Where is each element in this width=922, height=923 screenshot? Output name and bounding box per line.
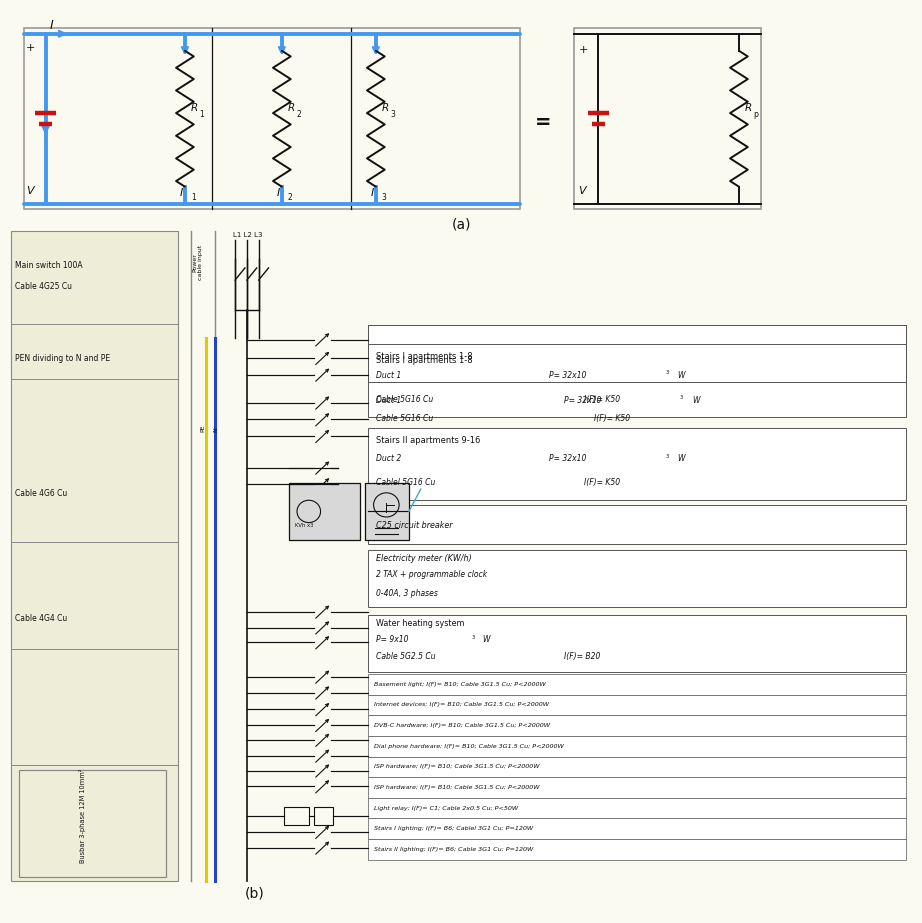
Text: KVh x3: KVh x3 xyxy=(295,523,313,528)
Text: P= 32x10: P= 32x10 xyxy=(550,371,586,379)
Text: Internet devices; I(F)= B10; Cable 3G1.5 Cu; P<2000W: Internet devices; I(F)= B10; Cable 3G1.5… xyxy=(373,702,549,707)
Text: N: N xyxy=(214,426,219,432)
Bar xyxy=(368,797,906,819)
Bar xyxy=(24,28,520,210)
Text: Duct 1: Duct 1 xyxy=(375,371,401,379)
Text: 2: 2 xyxy=(297,110,301,119)
Text: 2: 2 xyxy=(288,193,292,202)
Text: Cable 5G16 Cu: Cable 5G16 Cu xyxy=(375,414,432,424)
Text: I: I xyxy=(277,188,280,198)
Text: W: W xyxy=(677,454,684,463)
Text: 3: 3 xyxy=(666,370,668,375)
Text: DVB-C hardware; I(F)= B10; Cable 3G1.5 Cu; P<2000W: DVB-C hardware; I(F)= B10; Cable 3G1.5 C… xyxy=(373,723,550,728)
Text: 3: 3 xyxy=(391,110,396,119)
Text: Cable 4G25 Cu: Cable 4G25 Cu xyxy=(15,282,72,292)
Text: Main switch 100A: Main switch 100A xyxy=(15,261,83,270)
Text: +: + xyxy=(579,44,588,54)
Text: I: I xyxy=(371,188,374,198)
Text: Cable 5G16 Cu: Cable 5G16 Cu xyxy=(375,395,432,403)
Bar xyxy=(573,28,761,210)
Text: W: W xyxy=(692,396,699,404)
Text: Basement light; I(F)= B10; Cable 3G1.5 Cu; P<2000W: Basement light; I(F)= B10; Cable 3G1.5 C… xyxy=(373,682,545,687)
Bar xyxy=(368,777,906,797)
Text: =: = xyxy=(535,114,551,132)
Text: Cable 4G4 Cu: Cable 4G4 Cu xyxy=(15,614,67,623)
Text: PEN dividing to N and PE: PEN dividing to N and PE xyxy=(15,354,111,363)
Bar xyxy=(368,344,906,416)
Text: Stairs I apartments 1-8: Stairs I apartments 1-8 xyxy=(375,355,472,365)
Bar xyxy=(368,427,906,500)
Text: (b): (b) xyxy=(245,886,265,900)
Text: PE: PE xyxy=(201,424,206,432)
Text: +: + xyxy=(26,42,35,53)
Bar xyxy=(365,483,409,540)
Text: R: R xyxy=(288,103,295,114)
Bar xyxy=(11,231,178,881)
Text: W: W xyxy=(482,635,491,644)
Text: Dial phone hardware; I(F)= B10; Cable 3G1.5 Cu; P<2000W: Dial phone hardware; I(F)= B10; Cable 3G… xyxy=(373,744,563,749)
Bar xyxy=(368,615,906,672)
Text: Stairs I apartments 1-8: Stairs I apartments 1-8 xyxy=(375,352,472,361)
Bar xyxy=(368,839,906,859)
Text: Busbar 3-phase 12M 10mm²: Busbar 3-phase 12M 10mm² xyxy=(79,769,87,863)
Bar xyxy=(368,819,906,839)
Text: 1: 1 xyxy=(200,110,205,119)
Text: 1: 1 xyxy=(191,193,195,202)
Text: 3: 3 xyxy=(472,635,475,640)
Text: R: R xyxy=(191,103,198,114)
Bar xyxy=(368,715,906,736)
Text: Cable 4G6 Cu: Cable 4G6 Cu xyxy=(15,488,67,497)
Text: I(F)= K50: I(F)= K50 xyxy=(584,478,620,487)
Text: P= 32x10: P= 32x10 xyxy=(564,396,601,404)
Bar xyxy=(284,807,309,825)
Text: Light relay; I(F)= C1; Cable 2x0.5 Cu; P<50W: Light relay; I(F)= C1; Cable 2x0.5 Cu; P… xyxy=(373,806,518,810)
Text: Duct 2: Duct 2 xyxy=(375,454,401,463)
Bar xyxy=(368,757,906,777)
Text: I: I xyxy=(180,188,183,198)
Text: Stairs II lighting; I(F)= B6; Cable 3G1 Cu; P=120W: Stairs II lighting; I(F)= B6; Cable 3G1 … xyxy=(373,847,533,852)
Text: Electricity meter (KW/h): Electricity meter (KW/h) xyxy=(375,554,471,563)
Text: Cable 5G2.5 Cu: Cable 5G2.5 Cu xyxy=(375,653,435,661)
Text: C25 circuit breaker: C25 circuit breaker xyxy=(375,521,452,530)
Bar xyxy=(368,549,906,607)
Text: I(F)= K50: I(F)= K50 xyxy=(584,395,620,403)
Text: Duct 1: Duct 1 xyxy=(375,396,401,404)
Text: Stairs II apartments 9-16: Stairs II apartments 9-16 xyxy=(375,436,480,445)
Text: 3: 3 xyxy=(382,193,386,202)
Text: L1 L2 L3: L1 L2 L3 xyxy=(233,233,263,238)
Text: V: V xyxy=(578,186,585,197)
Text: Cablel 5G16 Cu: Cablel 5G16 Cu xyxy=(375,478,435,487)
Text: (a): (a) xyxy=(451,217,471,232)
Bar xyxy=(290,483,360,540)
Text: I(F)= K50: I(F)= K50 xyxy=(594,414,630,424)
Bar xyxy=(368,695,906,715)
Text: 2 TAX + programmable clock: 2 TAX + programmable clock xyxy=(375,570,487,580)
Text: Power
cable input: Power cable input xyxy=(193,245,203,280)
Text: 3: 3 xyxy=(666,453,668,459)
Text: R: R xyxy=(382,103,389,114)
Bar xyxy=(368,736,906,757)
Text: ISP hardware; I(F)= B10; Cable 3G1.5 Cu; P<2000W: ISP hardware; I(F)= B10; Cable 3G1.5 Cu;… xyxy=(373,785,539,790)
Bar xyxy=(19,770,166,877)
Bar xyxy=(313,807,334,825)
Text: P= 32x10: P= 32x10 xyxy=(550,454,586,463)
Text: R: R xyxy=(745,103,752,114)
Text: P= 9x10: P= 9x10 xyxy=(375,635,408,644)
Text: V: V xyxy=(26,186,33,197)
Text: ISP hardware; I(F)= B10; Cable 3G1.5 Cu; P<2000W: ISP hardware; I(F)= B10; Cable 3G1.5 Cu;… xyxy=(373,764,539,770)
Bar xyxy=(368,325,906,382)
Text: I(F)= B20: I(F)= B20 xyxy=(564,653,600,661)
Text: 3: 3 xyxy=(680,395,683,400)
Text: I: I xyxy=(50,19,53,32)
Text: W: W xyxy=(677,371,684,379)
Text: Water heating system: Water heating system xyxy=(375,618,464,628)
Bar xyxy=(368,505,906,544)
Bar xyxy=(368,674,906,695)
Text: Stairs I lighting; I(F)= B6; Cablel 3G1 Cu; P=120W: Stairs I lighting; I(F)= B6; Cablel 3G1 … xyxy=(373,826,533,832)
Text: 0-40A, 3 phases: 0-40A, 3 phases xyxy=(375,589,437,598)
Text: p: p xyxy=(753,110,759,119)
